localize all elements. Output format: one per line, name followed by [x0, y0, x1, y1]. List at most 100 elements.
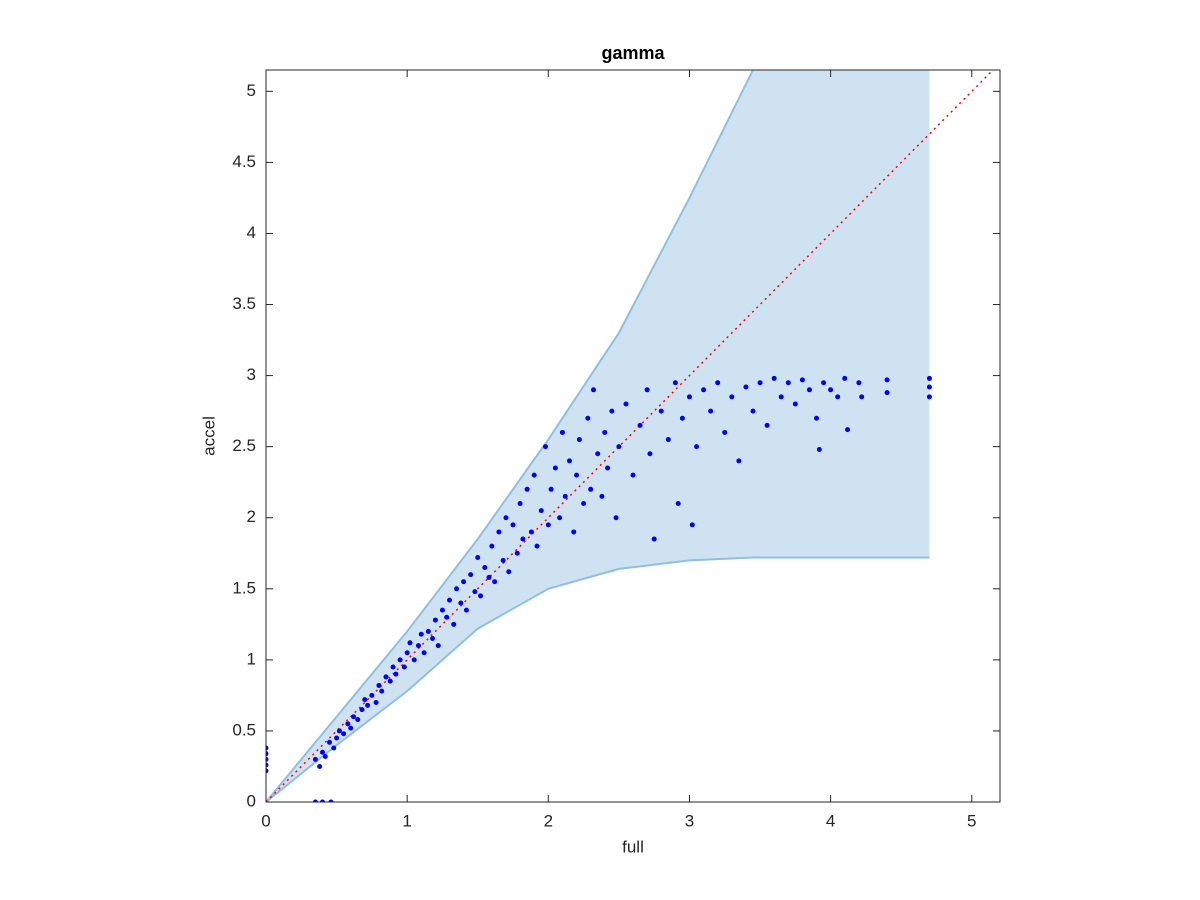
scatter-point: [884, 377, 890, 383]
scatter-point: [365, 702, 371, 708]
scatter-point: [393, 671, 399, 677]
scatter-point: [319, 749, 325, 755]
y-tick-label: 3: [247, 365, 256, 384]
scatter-point: [806, 387, 812, 393]
scatter-point: [322, 754, 328, 760]
y-tick-label: 4: [247, 223, 256, 242]
scatter-point: [679, 415, 685, 421]
scatter-point: [404, 650, 410, 656]
scatter-point: [708, 408, 714, 414]
y-tick-label: 4.5: [232, 152, 256, 171]
scatter-point: [266, 756, 269, 762]
scatter-point: [415, 643, 421, 649]
scatter-point: [496, 529, 502, 535]
scatter-point: [778, 394, 784, 400]
scatter-point: [859, 394, 865, 400]
scatter-point: [651, 536, 657, 542]
scatter-point: [454, 586, 460, 592]
scatter-point: [856, 380, 862, 386]
scatter-point: [605, 465, 611, 471]
scatter-point: [757, 380, 763, 386]
x-tick-label: 5: [967, 811, 976, 830]
scatter-point: [566, 458, 572, 464]
scatter-point: [750, 408, 756, 414]
plot-layer: [266, 70, 994, 802]
scatter-point: [736, 458, 742, 464]
scatter-point: [694, 444, 700, 450]
scatter-point: [623, 401, 629, 407]
scatter-point: [444, 614, 450, 620]
scatter-point: [764, 422, 770, 428]
scatter-point: [658, 408, 664, 414]
band-upper: [266, 70, 755, 802]
scatter-point: [590, 387, 596, 393]
scatter-point: [545, 522, 551, 528]
scatter-point: [534, 543, 540, 549]
scatter-point: [595, 451, 601, 457]
scatter-point: [562, 493, 568, 499]
scatter-point: [675, 501, 681, 507]
scatter-point: [585, 415, 591, 421]
scatter-point: [792, 401, 798, 407]
x-tick-label: 4: [826, 811, 835, 830]
scatter-point: [715, 380, 721, 386]
scatter-point: [482, 564, 488, 570]
scatter-point: [926, 375, 932, 381]
scatter-point: [510, 522, 516, 528]
scatter-point: [531, 472, 537, 478]
scatter-point: [359, 707, 365, 713]
scatter-point: [376, 682, 382, 688]
x-tick-label: 3: [685, 811, 694, 830]
scatter-point: [317, 763, 323, 769]
scatter-point: [411, 657, 417, 663]
scatter-point: [884, 390, 890, 396]
scatter-point: [574, 472, 580, 478]
y-tick-label: 2: [247, 507, 256, 526]
scatter-point: [729, 394, 735, 400]
scatter-point: [581, 501, 587, 507]
scatter-point: [552, 465, 558, 471]
scatter-point: [472, 589, 478, 595]
scatter-point: [588, 486, 594, 492]
band-fill: [266, 70, 930, 802]
scatter-point: [520, 536, 526, 542]
scatter-point: [503, 515, 509, 521]
scatter-point: [379, 688, 385, 694]
x-tick-label: 0: [261, 811, 270, 830]
scatter-point: [701, 387, 707, 393]
scatter-point: [312, 756, 318, 762]
scatter-point: [514, 550, 520, 556]
scatter-point: [845, 427, 851, 433]
scatter-point: [722, 429, 728, 435]
scatter-point: [266, 751, 269, 757]
scatter-point: [432, 617, 438, 623]
scatter-point: [665, 437, 671, 443]
scatter-point: [506, 569, 512, 575]
y-tick-label: 1.5: [232, 578, 256, 597]
scatter-point: [463, 607, 469, 613]
scatter-point: [644, 387, 650, 393]
scatter-point: [528, 529, 534, 535]
scatter-point: [637, 422, 643, 428]
scatter-point: [425, 628, 431, 634]
scatter-point: [771, 375, 777, 381]
scatter-point: [397, 657, 403, 663]
scatter-point: [492, 579, 498, 585]
scatter-point: [609, 408, 615, 414]
y-axis-label: accel: [199, 416, 218, 456]
scatter-point: [686, 394, 692, 400]
scatter-point: [548, 486, 554, 492]
y-tick-label: 1: [247, 649, 256, 668]
scatter-point: [486, 574, 492, 580]
scatter-point: [602, 429, 608, 435]
scatter-point: [599, 493, 605, 499]
scatter-point: [430, 636, 436, 642]
scatter-point: [319, 799, 325, 802]
scatter-point: [613, 515, 619, 521]
scatter-point: [842, 375, 848, 381]
y-tick-label: 2.5: [232, 436, 256, 455]
scatter-point: [478, 593, 484, 599]
scatter-point: [672, 380, 678, 386]
scatter-point: [373, 700, 379, 706]
